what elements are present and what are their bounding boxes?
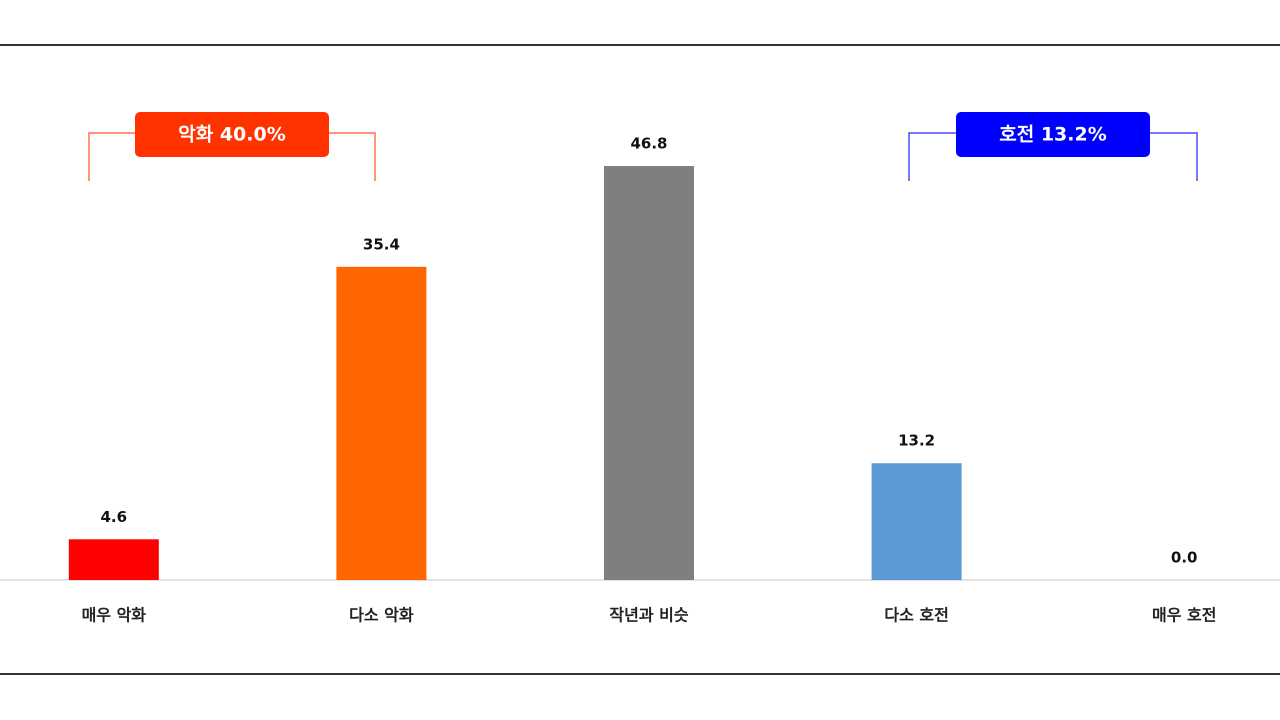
bar [336,266,427,580]
bar [871,463,962,580]
value-label: 46.8 [630,135,667,153]
value-label: 4.6 [101,508,128,526]
annotation-box [135,112,329,157]
x-tick-label: 매우 악화 [82,606,147,625]
x-tick-label: 다소 호전 [884,606,948,625]
value-label: 0.0 [1171,549,1198,567]
bar [68,539,159,580]
x-tick-label: 매우 호전 [1152,606,1216,625]
x-tick-label: 작년과 비슷 [609,606,688,625]
annotation-box [956,112,1150,157]
bar [604,166,694,580]
value-label: 13.2 [898,432,935,450]
x-tick-label: 다소 악화 [349,606,414,625]
value-label: 35.4 [363,235,400,253]
annotation-text: 악화 40.0% [178,124,286,146]
annotation-text: 호전 13.2% [999,124,1107,146]
